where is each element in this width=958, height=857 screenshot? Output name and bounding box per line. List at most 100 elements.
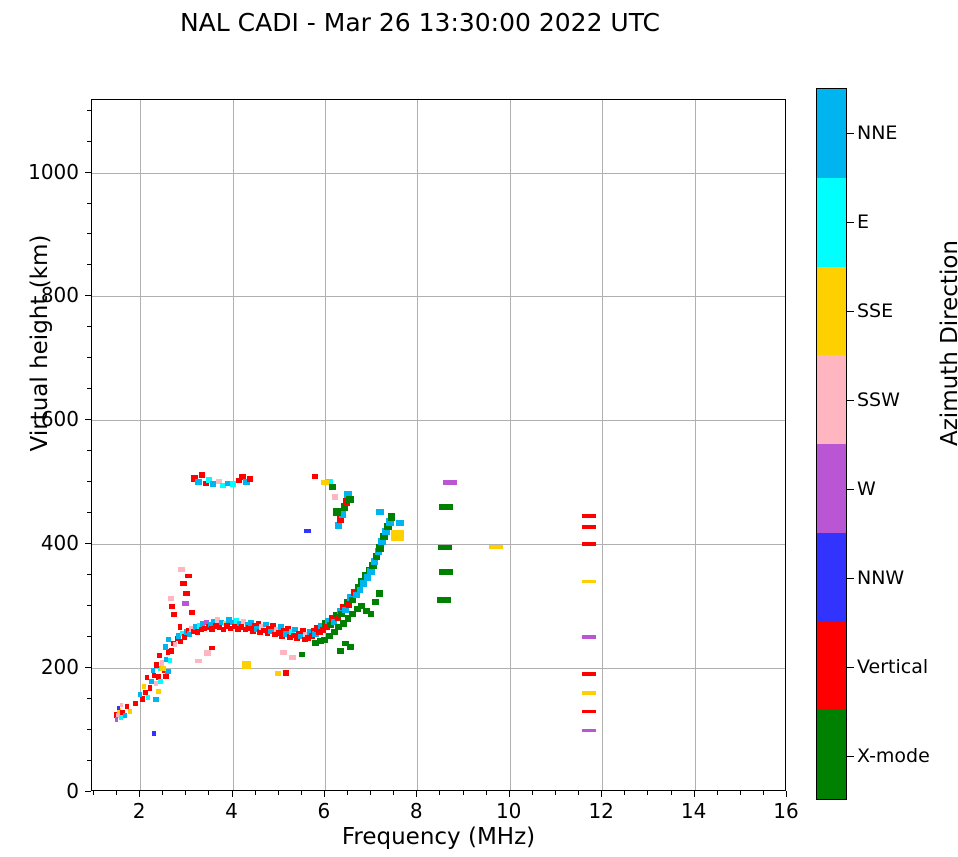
colorbar-segment-sse [817,266,846,356]
echo-mark [303,529,311,534]
x-tick-minor [92,791,94,795]
echo-mark [321,636,329,643]
echo-mark [376,544,385,552]
echo-mark [115,712,120,718]
x-tick-major [508,791,510,797]
x-tick-minor [554,791,556,795]
echo-mark [263,621,269,628]
echo-mark [166,636,171,643]
echo-mark [153,680,158,686]
echo-mark [187,631,193,637]
echo-mark [367,568,375,575]
echo-mark [165,649,171,655]
echo-mark [272,631,278,638]
echo-mark [582,635,597,639]
colorbar-label-nne: NNE [857,121,898,144]
colorbar-label-w: W [857,477,876,500]
echo-mark [437,597,452,603]
echo-mark [442,479,457,485]
echo-mark [144,674,150,680]
echo-mark [240,618,247,625]
echo-mark [312,630,319,638]
echo-mark [215,617,221,623]
echo-mark [325,617,332,625]
x-tick-major [323,791,325,797]
x-tick-major [139,791,141,797]
gridline-vertical [232,100,234,790]
echo-mark [220,626,226,633]
echo-mark [582,514,597,519]
gridline-vertical [417,100,419,790]
y-tick-minor [87,450,91,452]
echo-mark [292,626,299,633]
echo-mark [207,621,213,628]
echo-mark [582,728,597,732]
echo-mark [376,508,385,516]
echo-mark [374,547,383,556]
echo-mark [255,620,262,627]
echo-mark [281,628,288,634]
echo-mark [334,614,342,621]
echo-mark [241,660,251,670]
echo-mark [224,623,230,629]
y-tick-label: 600 [40,407,79,432]
echo-mark [191,475,198,482]
y-tick-minor [87,512,91,514]
echo-mark [151,672,157,679]
colorbar-tick [847,577,854,580]
gridline-horizontal [92,420,785,422]
echo-mark [123,712,128,718]
echo-mark [257,629,263,635]
echo-mark [316,637,324,644]
echo-mark [153,696,159,702]
echo-mark [169,648,174,654]
x-axis-label: Frequency (MHz) [341,824,536,850]
x-tick-minor [485,791,487,795]
y-tick-minor [87,140,91,142]
x-tick-label: 6 [317,799,331,823]
echo-mark [299,628,306,634]
echo-mark [338,510,347,519]
y-tick-minor [87,698,91,700]
x-tick-label: 14 [680,799,707,823]
y-tick-minor [87,109,91,111]
echo-mark [181,634,187,640]
echo-mark [194,629,200,635]
echo-mark [367,610,375,617]
x-tick-minor [624,791,626,795]
echo-mark [336,515,345,524]
x-tick-minor [300,791,302,795]
echo-mark [318,622,325,630]
echo-mark [155,689,162,695]
x-tick-minor [578,791,580,795]
y-tick-label: 1000 [28,159,79,184]
echo-mark [202,625,208,632]
echo-mark [218,619,225,626]
echo-mark [191,628,197,635]
echo-mark [159,660,165,666]
colorbar-tick [847,310,854,313]
echo-mark [202,480,209,487]
y-tick-minor [87,326,91,328]
echo-mark [233,618,239,624]
x-tick-minor [462,791,464,795]
x-tick-label: 8 [409,799,423,823]
gridline-vertical [694,100,696,790]
echo-mark [341,606,349,613]
echo-mark [582,542,597,546]
echo-mark [323,624,330,631]
gridline-horizontal [92,296,785,298]
echo-mark [375,590,384,598]
y-axis-label: Virtual height (km) [27,234,53,452]
echo-mark [372,599,380,606]
echo-mark [344,491,352,498]
echo-mark [352,591,360,599]
echo-mark [268,628,275,635]
x-tick-major [693,791,695,797]
x-tick-major [416,791,418,797]
colorbar-tick [847,755,854,758]
echo-mark [120,710,125,716]
echo-mark [353,605,361,612]
echo-mark [116,706,121,711]
echo-mark [211,618,217,625]
